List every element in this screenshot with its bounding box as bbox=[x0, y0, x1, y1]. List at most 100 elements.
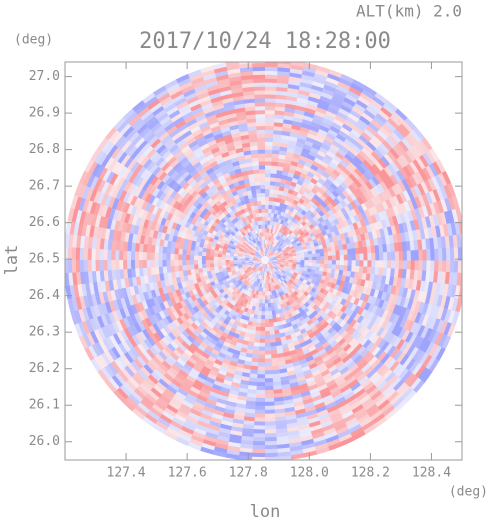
echo-cell bbox=[298, 269, 304, 273]
echo-cell bbox=[123, 142, 135, 155]
echo-cell bbox=[275, 244, 280, 249]
echo-cell bbox=[159, 327, 169, 338]
echo-cell bbox=[308, 420, 321, 429]
echo-cell bbox=[119, 200, 127, 212]
echo-cell bbox=[273, 193, 279, 199]
echo-cell bbox=[351, 260, 357, 267]
echo-cell bbox=[97, 354, 108, 368]
echo-cell bbox=[258, 249, 262, 254]
echo-cell bbox=[194, 175, 203, 183]
echo-cell bbox=[252, 197, 258, 202]
echo-cell bbox=[260, 291, 263, 296]
echo-cell bbox=[276, 301, 281, 307]
echo-cell bbox=[287, 250, 293, 254]
echo-cell bbox=[379, 402, 393, 414]
echo-cell bbox=[249, 264, 255, 268]
echo-cell bbox=[191, 128, 203, 138]
echo-cell bbox=[207, 117, 219, 126]
echo-cell bbox=[97, 151, 109, 166]
echo-cell bbox=[261, 252, 264, 257]
echo-cell bbox=[377, 236, 383, 246]
echo-cell bbox=[300, 257, 305, 261]
echo-cell bbox=[272, 141, 281, 147]
echo-cell bbox=[257, 261, 262, 265]
echo-cell bbox=[458, 285, 462, 300]
echo-cell bbox=[268, 204, 273, 210]
echo-cell bbox=[278, 150, 287, 156]
echo-cell bbox=[417, 239, 423, 251]
echo-cell bbox=[440, 307, 449, 322]
echo-cell bbox=[78, 170, 89, 185]
echo-cell bbox=[139, 155, 150, 167]
echo-cell bbox=[320, 390, 332, 399]
echo-cell bbox=[284, 260, 290, 262]
echo-cell bbox=[209, 91, 222, 100]
echo-cell bbox=[170, 247, 176, 255]
echo-cell bbox=[346, 316, 354, 326]
echo-cell bbox=[363, 108, 377, 120]
echo-cell bbox=[203, 293, 210, 300]
echo-cell bbox=[191, 430, 206, 440]
echo-cell bbox=[345, 176, 355, 185]
echo-cell bbox=[252, 221, 256, 227]
echo-cell bbox=[413, 323, 422, 336]
echo-cell bbox=[201, 365, 211, 374]
echo-cell bbox=[173, 375, 184, 385]
echo-cell bbox=[218, 247, 224, 252]
echo-cell bbox=[180, 366, 191, 376]
echo-cell bbox=[145, 298, 153, 309]
echo-cell bbox=[401, 179, 411, 191]
echo-cell bbox=[245, 202, 251, 208]
echo-cell bbox=[185, 136, 197, 146]
echo-cell bbox=[210, 125, 222, 133]
echo-cell bbox=[253, 421, 265, 426]
echo-cell bbox=[189, 264, 195, 270]
echo-cell bbox=[100, 313, 109, 327]
echo-cell bbox=[185, 415, 199, 425]
echo-cell bbox=[268, 240, 271, 245]
echo-cell bbox=[155, 273, 161, 282]
echo-cell bbox=[197, 344, 206, 353]
echo-cell bbox=[267, 303, 272, 308]
echo-cell bbox=[370, 296, 378, 306]
echo-cell bbox=[421, 340, 432, 354]
echo-cell bbox=[374, 267, 380, 276]
echo-cell bbox=[425, 191, 434, 205]
echo-cell bbox=[366, 295, 374, 305]
echo-cell bbox=[333, 211, 341, 219]
echo-cell bbox=[260, 184, 266, 190]
echo-cell bbox=[343, 265, 349, 272]
echo-cell bbox=[217, 118, 229, 126]
y-tick-label: 26.2 bbox=[29, 361, 60, 376]
echo-cell bbox=[136, 355, 147, 367]
echo-cell bbox=[134, 251, 140, 260]
echo-cell bbox=[258, 274, 261, 280]
echo-cell bbox=[274, 106, 286, 112]
echo-cell bbox=[181, 84, 195, 94]
echo-cell bbox=[257, 249, 261, 254]
x-tick-label: 128.0 bbox=[290, 466, 329, 481]
echo-cell bbox=[253, 262, 258, 264]
echo-cell bbox=[278, 242, 284, 248]
echo-cell bbox=[251, 456, 265, 460]
echo-cell bbox=[371, 374, 383, 386]
echo-cell bbox=[218, 85, 232, 93]
y-tick-label: 26.4 bbox=[29, 288, 60, 303]
echo-cell bbox=[278, 248, 283, 253]
echo-cell bbox=[380, 219, 388, 229]
echo-cell bbox=[182, 110, 194, 121]
echo-cell bbox=[221, 181, 229, 189]
x-tick-label: 127.8 bbox=[229, 466, 268, 481]
echo-cell bbox=[155, 198, 163, 208]
echo-cell bbox=[267, 295, 271, 300]
echo-cell bbox=[259, 172, 266, 178]
echo-cell bbox=[254, 330, 261, 336]
echo-cell bbox=[324, 334, 333, 342]
echo-cell bbox=[252, 260, 258, 262]
echo-cell bbox=[95, 259, 100, 272]
echo-cell bbox=[186, 335, 195, 344]
echo-cell bbox=[425, 238, 431, 250]
echo-cell bbox=[286, 275, 292, 280]
echo-cell bbox=[178, 103, 191, 114]
echo-cell bbox=[93, 304, 101, 318]
